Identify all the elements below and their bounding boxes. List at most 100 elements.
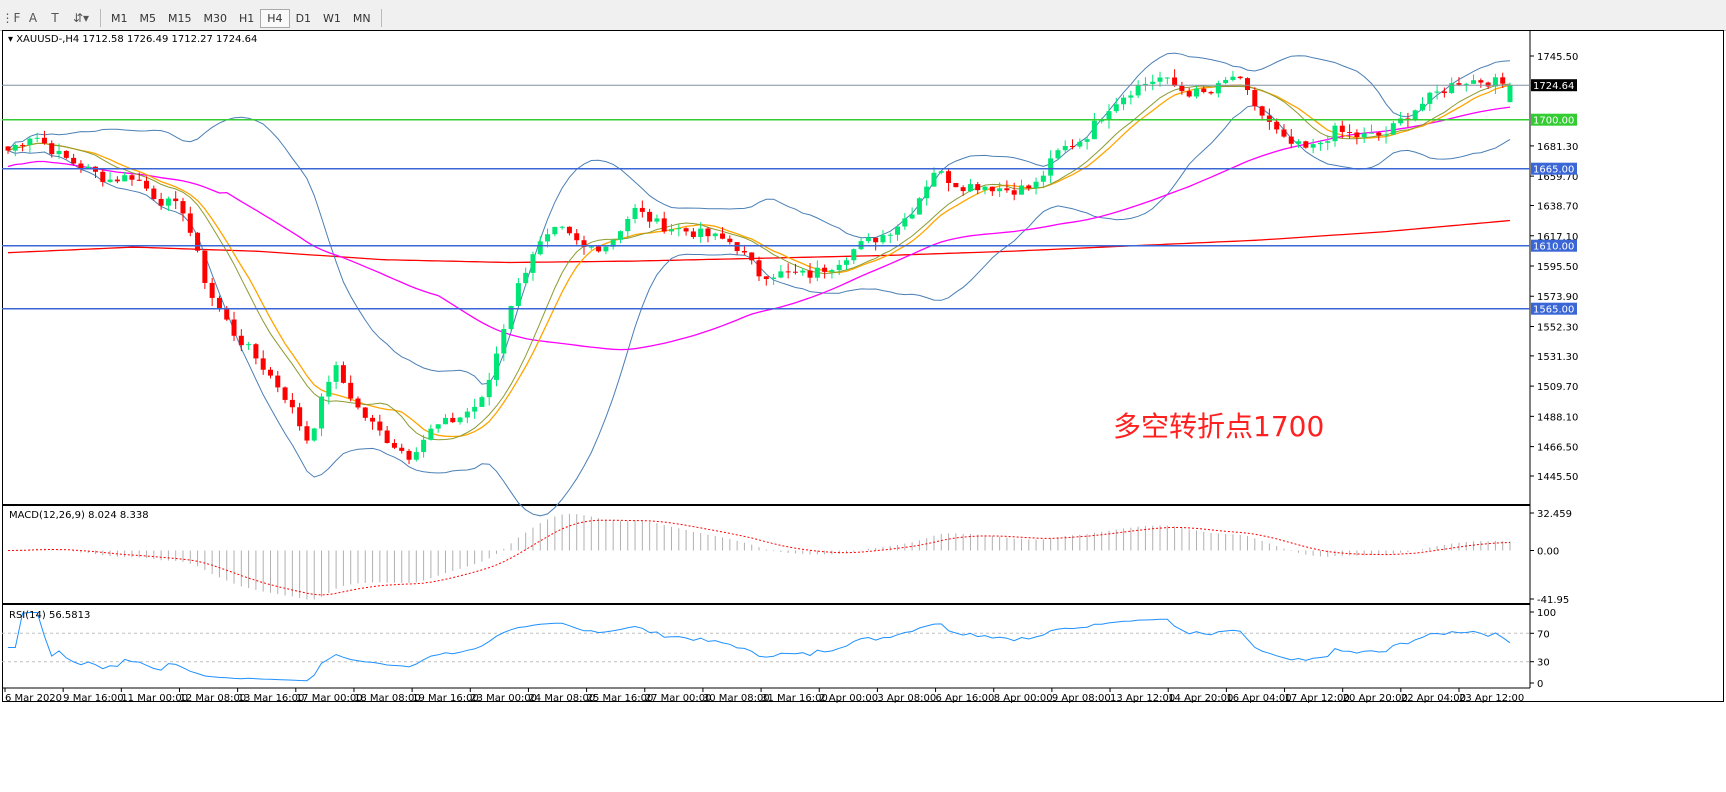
time-tick-label: 2 Apr 00:00 bbox=[819, 693, 878, 704]
candle-body bbox=[953, 182, 959, 188]
candle bbox=[931, 167, 937, 187]
candle bbox=[1121, 94, 1127, 111]
candle bbox=[1164, 77, 1170, 85]
timeframe-m1[interactable]: M1 bbox=[111, 11, 128, 25]
candle-body bbox=[873, 237, 879, 243]
candle bbox=[603, 245, 609, 255]
candle-body bbox=[610, 239, 616, 247]
candle bbox=[1252, 87, 1258, 111]
candle bbox=[165, 196, 171, 211]
candle bbox=[20, 142, 26, 152]
candle-body bbox=[173, 198, 179, 202]
candle bbox=[967, 178, 973, 193]
time-tick-label: 16 Apr 04:00 bbox=[1226, 693, 1291, 704]
candle bbox=[785, 263, 791, 279]
long-ma-line bbox=[7, 219, 1511, 264]
timeframe-mn[interactable]: MN bbox=[352, 11, 371, 25]
text-label-icon[interactable]: T bbox=[51, 11, 59, 25]
candle bbox=[202, 249, 208, 290]
candle bbox=[1135, 80, 1141, 98]
candle-body bbox=[887, 234, 893, 236]
candle bbox=[1492, 73, 1498, 95]
candle bbox=[1296, 139, 1302, 148]
candle bbox=[756, 256, 762, 281]
candle bbox=[435, 424, 441, 433]
candle-body bbox=[413, 452, 419, 460]
candle-body bbox=[5, 146, 11, 151]
candle-body bbox=[1026, 185, 1032, 189]
candle bbox=[246, 341, 252, 351]
candle bbox=[836, 260, 842, 276]
rsi-line bbox=[8, 612, 1511, 682]
candle-body bbox=[676, 228, 682, 230]
candle-body bbox=[165, 198, 171, 206]
candle bbox=[122, 171, 128, 182]
candle-body bbox=[931, 172, 937, 187]
candle bbox=[530, 251, 536, 281]
candle-body bbox=[180, 201, 186, 214]
time-tick-label: 24 Mar 08:00 bbox=[528, 693, 595, 704]
candle-body bbox=[734, 242, 740, 251]
level-label-bg bbox=[1531, 302, 1577, 315]
timeframe-h1[interactable]: H1 bbox=[239, 11, 255, 25]
candle-body bbox=[224, 308, 230, 320]
candle-body bbox=[399, 447, 405, 451]
candle bbox=[391, 439, 397, 450]
candle bbox=[1237, 76, 1243, 80]
macd-tick-label: -41.95 bbox=[1537, 595, 1569, 606]
candle-body bbox=[377, 421, 383, 431]
timeframe-w1[interactable]: W1 bbox=[323, 11, 341, 25]
candle-body bbox=[1004, 188, 1010, 191]
candle-body bbox=[778, 271, 784, 278]
time-tick-label: 13 Apr 12:00 bbox=[1110, 693, 1175, 704]
candle-body bbox=[355, 398, 361, 408]
candle bbox=[1026, 184, 1032, 191]
candle bbox=[982, 185, 988, 195]
timeframe-m30[interactable]: M30 bbox=[203, 11, 228, 25]
candle bbox=[705, 226, 711, 243]
candle-body bbox=[78, 163, 84, 169]
timeframe-d1[interactable]: D1 bbox=[295, 11, 312, 25]
candle bbox=[508, 305, 514, 332]
candle-body bbox=[559, 226, 565, 228]
candle-body bbox=[1033, 181, 1039, 189]
timeframe-m15[interactable]: M15 bbox=[168, 11, 192, 25]
timeframe-m5[interactable]: M5 bbox=[139, 11, 157, 25]
candle bbox=[997, 182, 1003, 198]
candle-body bbox=[457, 417, 463, 423]
candle bbox=[370, 414, 376, 430]
candle bbox=[136, 172, 142, 182]
candle-body bbox=[720, 233, 726, 239]
candle-body bbox=[997, 188, 1003, 192]
candle bbox=[1077, 138, 1083, 149]
candle-body bbox=[1266, 115, 1272, 122]
candle-body bbox=[515, 283, 521, 306]
candle bbox=[712, 232, 718, 240]
candle-body bbox=[705, 228, 711, 237]
candle-body bbox=[1135, 84, 1141, 96]
candle-body bbox=[1368, 132, 1374, 134]
candle bbox=[625, 216, 631, 239]
timeframe-h4[interactable]: H4 bbox=[260, 8, 290, 28]
candle-body bbox=[1463, 83, 1469, 85]
candle-body bbox=[902, 218, 908, 227]
candle bbox=[741, 244, 747, 256]
candle bbox=[144, 176, 150, 191]
time-tick-label: 23 Mar 00:00 bbox=[470, 693, 537, 704]
candle bbox=[209, 278, 215, 307]
candle-body bbox=[20, 144, 26, 146]
arrows-icon[interactable]: ⇵▾ bbox=[72, 11, 90, 25]
candle bbox=[377, 414, 383, 436]
candle bbox=[267, 366, 273, 379]
candle bbox=[421, 434, 427, 458]
candle-body bbox=[1347, 131, 1353, 133]
fibo-fan-icon[interactable]: ⋮F bbox=[1, 11, 21, 25]
candle bbox=[566, 226, 572, 236]
chart-window[interactable] bbox=[2, 30, 1724, 702]
candle bbox=[355, 396, 361, 410]
candle-body bbox=[187, 213, 193, 233]
candle bbox=[938, 171, 944, 175]
text-icon[interactable]: A bbox=[28, 11, 38, 25]
candle-body bbox=[537, 241, 543, 255]
